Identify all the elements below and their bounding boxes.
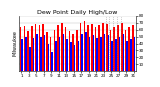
- Bar: [99, 25, 100, 71]
- Bar: [55, 41, 57, 71]
- Y-axis label: Milwaukee: Milwaukee: [13, 31, 18, 56]
- Bar: [35, 24, 36, 71]
- Bar: [29, 47, 31, 71]
- Bar: [126, 41, 128, 71]
- Bar: [130, 39, 132, 71]
- Title: Dew Point Daily High/Low: Dew Point Daily High/Low: [37, 10, 118, 15]
- Bar: [72, 34, 74, 71]
- Bar: [68, 31, 70, 71]
- Bar: [21, 39, 23, 71]
- Bar: [70, 42, 72, 71]
- Bar: [59, 37, 60, 71]
- Bar: [24, 26, 25, 71]
- Bar: [110, 30, 111, 71]
- Bar: [100, 37, 102, 71]
- Bar: [25, 37, 27, 71]
- Bar: [87, 25, 89, 71]
- Bar: [85, 32, 87, 71]
- Bar: [96, 38, 98, 71]
- Bar: [104, 34, 105, 71]
- Bar: [40, 37, 42, 71]
- Bar: [91, 24, 93, 71]
- Bar: [121, 23, 123, 71]
- Bar: [39, 25, 40, 71]
- Bar: [51, 52, 53, 71]
- Bar: [106, 24, 108, 71]
- Bar: [48, 44, 49, 71]
- Bar: [113, 27, 115, 71]
- Bar: [95, 27, 96, 71]
- Bar: [128, 27, 130, 71]
- Bar: [65, 27, 66, 71]
- Bar: [132, 25, 134, 71]
- Bar: [61, 23, 63, 71]
- Bar: [74, 45, 75, 71]
- Bar: [20, 27, 21, 71]
- Bar: [44, 35, 45, 71]
- Bar: [66, 39, 68, 71]
- Bar: [36, 34, 38, 71]
- Bar: [54, 30, 55, 71]
- Bar: [102, 23, 104, 71]
- Bar: [78, 41, 79, 71]
- Bar: [76, 30, 78, 71]
- Bar: [117, 25, 119, 71]
- Bar: [119, 37, 120, 71]
- Bar: [50, 37, 51, 71]
- Bar: [115, 39, 117, 71]
- Bar: [84, 21, 85, 71]
- Bar: [134, 37, 135, 71]
- Bar: [89, 37, 90, 71]
- Bar: [123, 34, 124, 71]
- Bar: [42, 24, 44, 71]
- Bar: [125, 30, 126, 71]
- Bar: [108, 35, 109, 71]
- Bar: [81, 34, 83, 71]
- Bar: [27, 31, 29, 71]
- Bar: [111, 41, 113, 71]
- Bar: [57, 25, 59, 71]
- Bar: [63, 34, 64, 71]
- Bar: [46, 32, 48, 71]
- Bar: [93, 35, 94, 71]
- Bar: [80, 23, 81, 71]
- Bar: [33, 38, 34, 71]
- Bar: [31, 26, 33, 71]
